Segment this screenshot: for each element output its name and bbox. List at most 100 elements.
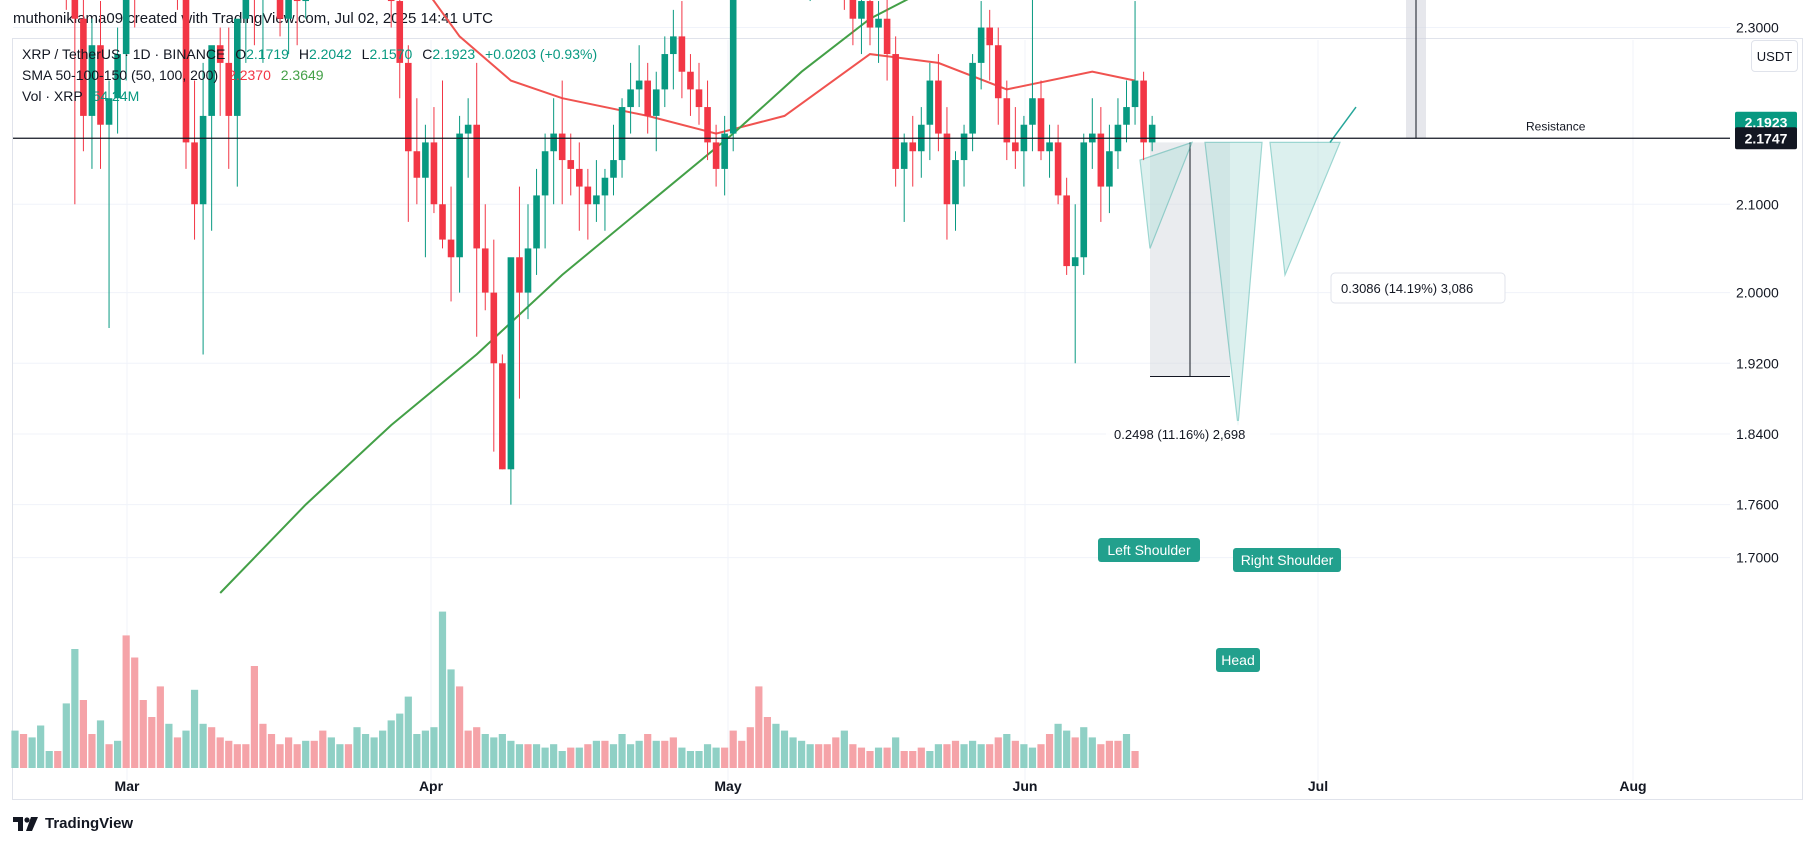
ohlc-open: O2.1719 <box>235 46 289 62</box>
time-tick-label: Apr <box>419 778 444 794</box>
candle-body <box>507 257 515 470</box>
volume-bar <box>558 751 566 768</box>
candle-body <box>1063 195 1070 267</box>
price-tag-label: 2.1747 <box>1745 130 1788 146</box>
candle-body <box>687 71 694 90</box>
candle-body <box>405 62 412 152</box>
volume-bar <box>644 734 652 768</box>
measure-label-mid: 0.2498 (11.16%) 2,698 <box>1114 427 1245 442</box>
volume-bar <box>721 747 729 768</box>
candle-body <box>550 133 557 152</box>
volume-bar <box>481 734 489 768</box>
volume-bar <box>780 730 789 768</box>
candle-body <box>216 45 224 63</box>
volume-bar <box>490 737 498 768</box>
price-tick-label: 1.9200 <box>1736 355 1779 371</box>
volume-bar <box>892 737 900 768</box>
candle-body <box>199 115 207 205</box>
volume-bar <box>1097 744 1105 768</box>
volume-bar <box>276 744 284 768</box>
volume-bar <box>473 727 481 768</box>
volume-bar <box>900 751 908 768</box>
candle-body <box>293 0 301 2</box>
volume-bar <box>703 744 712 768</box>
volume-bar <box>772 723 780 768</box>
price-tick-label: 2.3000 <box>1736 20 1779 36</box>
candle-body <box>439 204 446 240</box>
currency-button[interactable]: USDT <box>1751 40 1798 72</box>
volume-bar <box>173 737 182 768</box>
volume-bar <box>592 740 600 768</box>
volume-bar <box>242 744 250 768</box>
ohlc-close: C2.1923 <box>422 46 476 62</box>
candle-body <box>302 0 309 2</box>
volume-bar <box>413 734 421 768</box>
sma-label[interactable]: SMA 50-100-150 (50, 100, 200) <box>22 67 219 83</box>
volume-bar <box>934 744 942 768</box>
candle-body <box>618 107 626 161</box>
volume-bar <box>806 744 814 768</box>
candle-body <box>499 363 506 470</box>
candle-body <box>986 27 993 46</box>
symbol-label[interactable]: XRP / TetherUS · 1D · BINANCE <box>22 46 226 62</box>
volume-label[interactable]: Vol · XRP <box>22 88 83 104</box>
candle-body <box>533 195 540 249</box>
volume-bar <box>849 744 857 768</box>
candle-body <box>97 45 104 125</box>
candle-body <box>892 54 899 169</box>
candle-body <box>695 89 703 108</box>
time-tick-label: Jun <box>1013 778 1038 794</box>
candle-body <box>285 0 292 19</box>
candle-body <box>182 0 190 143</box>
volume-bar <box>1071 737 1079 768</box>
chart-area[interactable] <box>12 38 1803 800</box>
candle-body <box>80 18 87 116</box>
volume-bar <box>1114 740 1122 768</box>
chart-legend: XRP / TetherUS · 1D · BINANCE O2.1719 H2… <box>22 44 603 107</box>
volume-bar <box>379 730 387 768</box>
volume-bar <box>866 751 874 768</box>
time-tick-label: Aug <box>1619 778 1646 794</box>
candle-body <box>1140 80 1147 143</box>
candle-body <box>430 142 438 205</box>
volume-bar <box>1088 737 1096 768</box>
candle-body <box>849 0 857 19</box>
candle-body <box>712 142 720 169</box>
volume-bar <box>336 744 344 768</box>
candle-body <box>516 257 523 293</box>
candle-body <box>875 18 882 28</box>
volume-bar <box>1028 747 1037 768</box>
measure-label-box <box>1330 272 1506 304</box>
volume-bar <box>738 740 746 768</box>
inverted-hs-pattern <box>1139 141 1341 426</box>
volume-bar <box>798 740 806 768</box>
volume-bar <box>1011 740 1019 768</box>
volume-bar <box>165 723 173 768</box>
volume-bar <box>618 734 626 768</box>
price-tag-label: 2.1923 <box>1745 115 1788 131</box>
candle-body <box>1046 142 1053 152</box>
volume-bar <box>652 740 660 768</box>
volume-bar <box>293 744 301 768</box>
volume-bar <box>627 744 635 768</box>
volume-bar <box>353 727 361 768</box>
candle-body <box>1003 98 1011 143</box>
volume-bar <box>815 744 823 768</box>
volume-bar <box>430 727 438 768</box>
volume-bar <box>695 751 703 768</box>
volume-bar <box>79 700 87 768</box>
time-tick-label: May <box>714 778 741 794</box>
candle-body <box>909 142 917 152</box>
candle-body <box>678 36 686 72</box>
chart-caption: muthonikiama09 created with TradingView.… <box>13 10 493 27</box>
volume-bar <box>259 723 267 768</box>
candle-body <box>1148 124 1156 143</box>
volume-bar <box>575 747 583 768</box>
candle-body <box>447 239 455 258</box>
volume-bar <box>361 734 370 768</box>
volume-bar <box>327 737 335 768</box>
right-shoulder-tag-box <box>1233 548 1341 572</box>
candle-body <box>627 89 634 108</box>
volume-bar <box>11 730 19 768</box>
